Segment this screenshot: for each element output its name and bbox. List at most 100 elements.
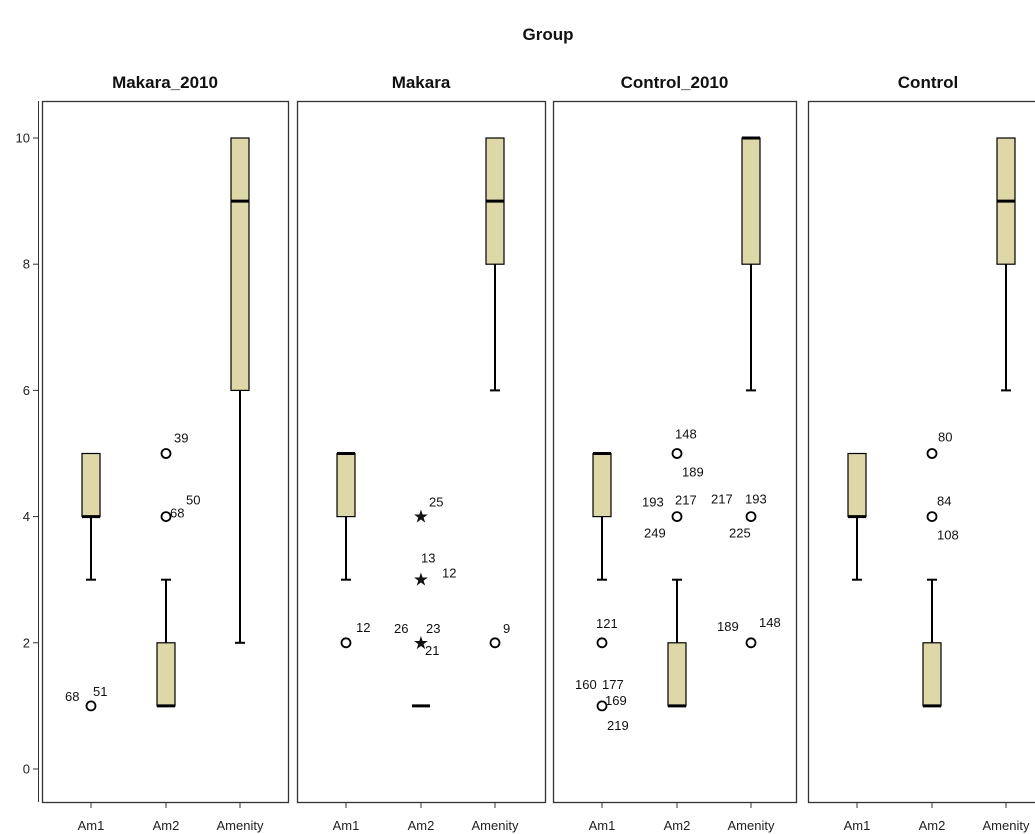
- outlier-label: 68: [65, 689, 79, 704]
- outlier-label: 23: [426, 621, 440, 636]
- box-amenity: 217 193 225 189 148: [711, 136, 781, 649]
- box-iqr: [741, 137, 761, 265]
- outlier-label: 193: [745, 492, 767, 507]
- box-iqr: [667, 642, 687, 707]
- outlier-label: 25: [429, 495, 443, 510]
- box-amenity: [230, 137, 250, 644]
- y-tick-label: 10: [16, 131, 30, 146]
- outlier-label: 13: [421, 551, 435, 566]
- outlier-label: 160: [575, 677, 597, 692]
- outlier-label: 189: [717, 619, 739, 634]
- x-tick-label: Am1: [78, 818, 105, 833]
- panel-title: Makara_2010: [112, 73, 218, 92]
- outlier-label: 219: [607, 718, 629, 733]
- outlier-label: 189: [682, 465, 704, 480]
- outlier-label: 80: [938, 430, 952, 445]
- y-tick-label: 2: [23, 635, 30, 650]
- x-tick-label: Am1: [333, 818, 360, 833]
- box-am1: 12: [336, 452, 370, 649]
- x-tick-label: Amenity: [983, 818, 1030, 833]
- outlier-circle: [745, 511, 757, 522]
- outlier-label: 39: [174, 431, 188, 446]
- outlier-label: 217: [711, 492, 733, 507]
- box-iqr: [81, 452, 101, 518]
- x-tick-label: Amenity: [217, 818, 264, 833]
- outlier-label: 68: [170, 506, 184, 521]
- outlier-label: 50: [186, 493, 200, 508]
- outlier-label: 177: [602, 677, 624, 692]
- box-am2: 80 84 108: [922, 430, 959, 708]
- box-iqr: [592, 452, 612, 518]
- outlier-circle: [85, 700, 97, 712]
- box-am2: 148 189 193 217 249: [642, 427, 704, 708]
- panel-title: Makara: [392, 73, 451, 92]
- outlier-circle: [671, 448, 683, 459]
- outlier-star: ★: [413, 570, 429, 590]
- outlier-label: 148: [759, 615, 781, 630]
- outlier-circle: [926, 511, 938, 522]
- panel-frame: [552, 100, 798, 804]
- y-tick-label: 8: [23, 257, 30, 272]
- x-tick-label: Am2: [664, 818, 691, 833]
- box-am1: [847, 452, 867, 581]
- box-iqr: [922, 642, 942, 707]
- box-iqr: [336, 452, 356, 518]
- outlier-label: 217: [675, 493, 697, 508]
- outlier-circle: [160, 448, 172, 459]
- box-iqr: [230, 137, 250, 391]
- outlier-circle: [745, 637, 757, 649]
- outlier-circle: [340, 637, 352, 649]
- outlier-label: 108: [937, 528, 959, 543]
- outlier-label: 26: [394, 621, 408, 636]
- panel-frame: [296, 100, 547, 804]
- outlier-star: ★: [413, 507, 429, 527]
- outlier-label: 169: [605, 693, 627, 708]
- x-tick-label: Am2: [408, 818, 435, 833]
- panel-control: Control Am1 Am2 Amenity 80 84 108: [807, 73, 1035, 833]
- x-tick-label: Am1: [589, 818, 616, 833]
- outlier-label: 225: [729, 526, 751, 541]
- outlier-circle: [160, 511, 172, 522]
- panel-frame: [807, 100, 1035, 804]
- x-tick-label: Amenity: [472, 818, 519, 833]
- outlier-label: 148: [675, 427, 697, 442]
- panel-title: Control: [898, 73, 958, 92]
- box-amenity: [996, 137, 1016, 392]
- x-tick-label: Am1: [844, 818, 871, 833]
- outlier-star: ★: [413, 633, 429, 653]
- outlier-label: 193: [642, 495, 664, 510]
- outlier-circle: [596, 637, 608, 649]
- outlier-label: 249: [644, 526, 666, 541]
- y-tick-label: 0: [23, 762, 30, 777]
- chart-title: Group: [523, 25, 574, 44]
- box-am1: 68 51: [65, 452, 107, 712]
- outlier-label: 9: [503, 621, 510, 636]
- outlier-label: 51: [93, 684, 107, 699]
- y-tick-label: 6: [23, 383, 30, 398]
- x-tick-label: Am2: [919, 818, 946, 833]
- outlier-circle: [489, 637, 501, 649]
- outlier-label: 21: [425, 643, 439, 658]
- outlier-circle: [596, 700, 608, 712]
- box-amenity: 9: [485, 137, 510, 649]
- outlier-label: 12: [356, 620, 370, 635]
- box-iqr: [156, 642, 176, 707]
- outlier-circle: [671, 511, 683, 522]
- y-axis: 0 2 4 6 8 10: [16, 101, 39, 802]
- panel-title: Control_2010: [621, 73, 729, 92]
- outlier-label: 12: [442, 566, 456, 581]
- outlier-label: 84: [937, 494, 951, 509]
- y-tick-label: 4: [23, 509, 30, 524]
- x-tick-label: Am2: [153, 818, 180, 833]
- outlier-label: 121: [596, 616, 618, 631]
- x-tick-label: Amenity: [728, 818, 775, 833]
- outlier-circle: [926, 448, 938, 459]
